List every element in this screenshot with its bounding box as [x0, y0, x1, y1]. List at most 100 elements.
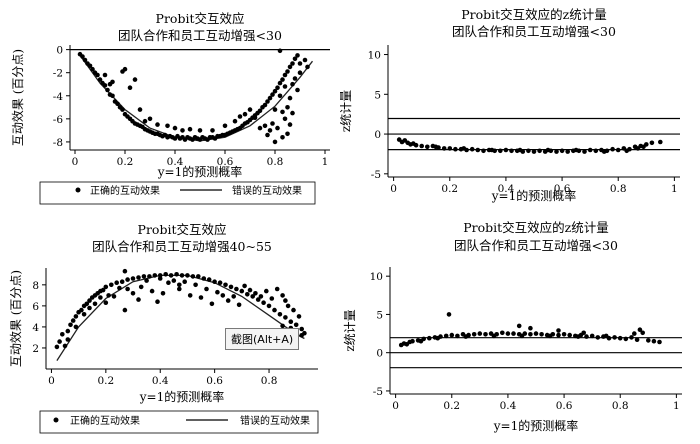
x-tick-label: 0.4 [167, 156, 184, 168]
y-tick-label: -8 [53, 137, 63, 149]
x-axis-title: y=1的预测概率 [493, 418, 578, 433]
data-point [141, 274, 147, 279]
y-tick-label: 5 [374, 89, 381, 101]
y-tick-label: 10 [368, 50, 381, 62]
data-point [629, 335, 634, 340]
data-point [449, 332, 455, 338]
data-point [302, 57, 308, 63]
data-point [245, 292, 250, 297]
data-point [231, 294, 236, 299]
data-point [288, 319, 294, 324]
data-point [275, 85, 280, 90]
data-point [132, 77, 138, 82]
legend-marker-correct [75, 187, 81, 193]
chart-title: Probit交互效应 [156, 11, 245, 26]
data-point [453, 146, 458, 152]
data-point [455, 333, 460, 339]
data-point [122, 268, 128, 274]
data-point [54, 344, 60, 350]
chart-panel-top-left: Probit交互效应 团队合作和员工互动增强<30 0 0.2 0.4 0.6 0.8 1 0-… [0, 0, 340, 210]
data-point [446, 312, 452, 317]
data-point [584, 334, 589, 339]
data-point [223, 282, 228, 288]
x-tick-label: 0.2 [441, 183, 458, 195]
data-point [575, 334, 581, 339]
data-point [299, 326, 305, 332]
data-point [81, 312, 87, 317]
data-point [637, 327, 643, 332]
data-point [280, 135, 285, 140]
data-point [120, 107, 125, 112]
data-point [127, 85, 133, 90]
data-point [272, 107, 278, 112]
y-tick-label: 10 [370, 271, 383, 283]
y-tick-label: 6 [32, 301, 39, 313]
data-point [587, 147, 593, 153]
data-point [179, 273, 185, 278]
data-point [498, 148, 503, 154]
data-point [174, 272, 179, 277]
data-point [277, 312, 283, 317]
data-point [252, 115, 258, 120]
data-point [489, 147, 495, 153]
data-point [537, 148, 542, 154]
x-tick-label: 0.8 [612, 400, 629, 412]
data-point [287, 122, 293, 127]
data-point [463, 334, 469, 339]
data-point [172, 125, 178, 131]
data-point [615, 147, 621, 153]
data-point [166, 280, 171, 285]
data-point [262, 123, 268, 129]
data-point [237, 114, 243, 119]
x-tick-label: 0.6 [206, 375, 223, 387]
data-point [242, 283, 247, 289]
data-point [545, 147, 551, 153]
data-point [117, 285, 122, 291]
data-point [475, 147, 481, 153]
data-point [517, 147, 523, 153]
data-point [257, 108, 263, 114]
data-point [491, 333, 497, 339]
data-point [624, 148, 629, 154]
data-point [267, 95, 273, 101]
data-point [461, 146, 467, 151]
data-point [180, 128, 185, 133]
data-point [255, 297, 261, 302]
data-point [285, 69, 290, 74]
data-point [447, 146, 453, 151]
legend-box [39, 181, 316, 205]
data-point [623, 336, 629, 342]
data-point [573, 147, 579, 153]
data-point [122, 66, 128, 72]
x-tick-label: 1 [671, 183, 678, 195]
legend-label-incorrect: 错误的互动效果 [232, 184, 302, 197]
y-tick-label: -6 [53, 114, 64, 126]
data-point [147, 116, 153, 122]
data-point [297, 61, 303, 66]
data-point [295, 53, 300, 58]
data-point [247, 287, 253, 293]
data-point [297, 70, 303, 75]
data-point [60, 332, 65, 337]
data-point [299, 333, 305, 338]
data-point [125, 277, 130, 282]
data-point [419, 143, 424, 149]
data-point [97, 77, 103, 82]
legend-label-correct: 正确的互动效果 [70, 414, 140, 427]
data-point [111, 294, 117, 299]
y-tick-label: 5 [376, 309, 383, 321]
data-point [103, 284, 109, 290]
data-point [593, 148, 599, 154]
data-point [595, 335, 601, 340]
data-point [130, 291, 136, 296]
y-tick-label: -5 [373, 386, 383, 398]
data-point [82, 57, 88, 63]
x-axis-title: y=1的预测概率 [491, 188, 576, 203]
data-point [147, 274, 152, 279]
chart-subtitle: 团队合作和员工互动增强<30 [118, 28, 282, 43]
data-point [215, 289, 220, 295]
data-point [234, 286, 239, 292]
data-point [265, 99, 270, 104]
